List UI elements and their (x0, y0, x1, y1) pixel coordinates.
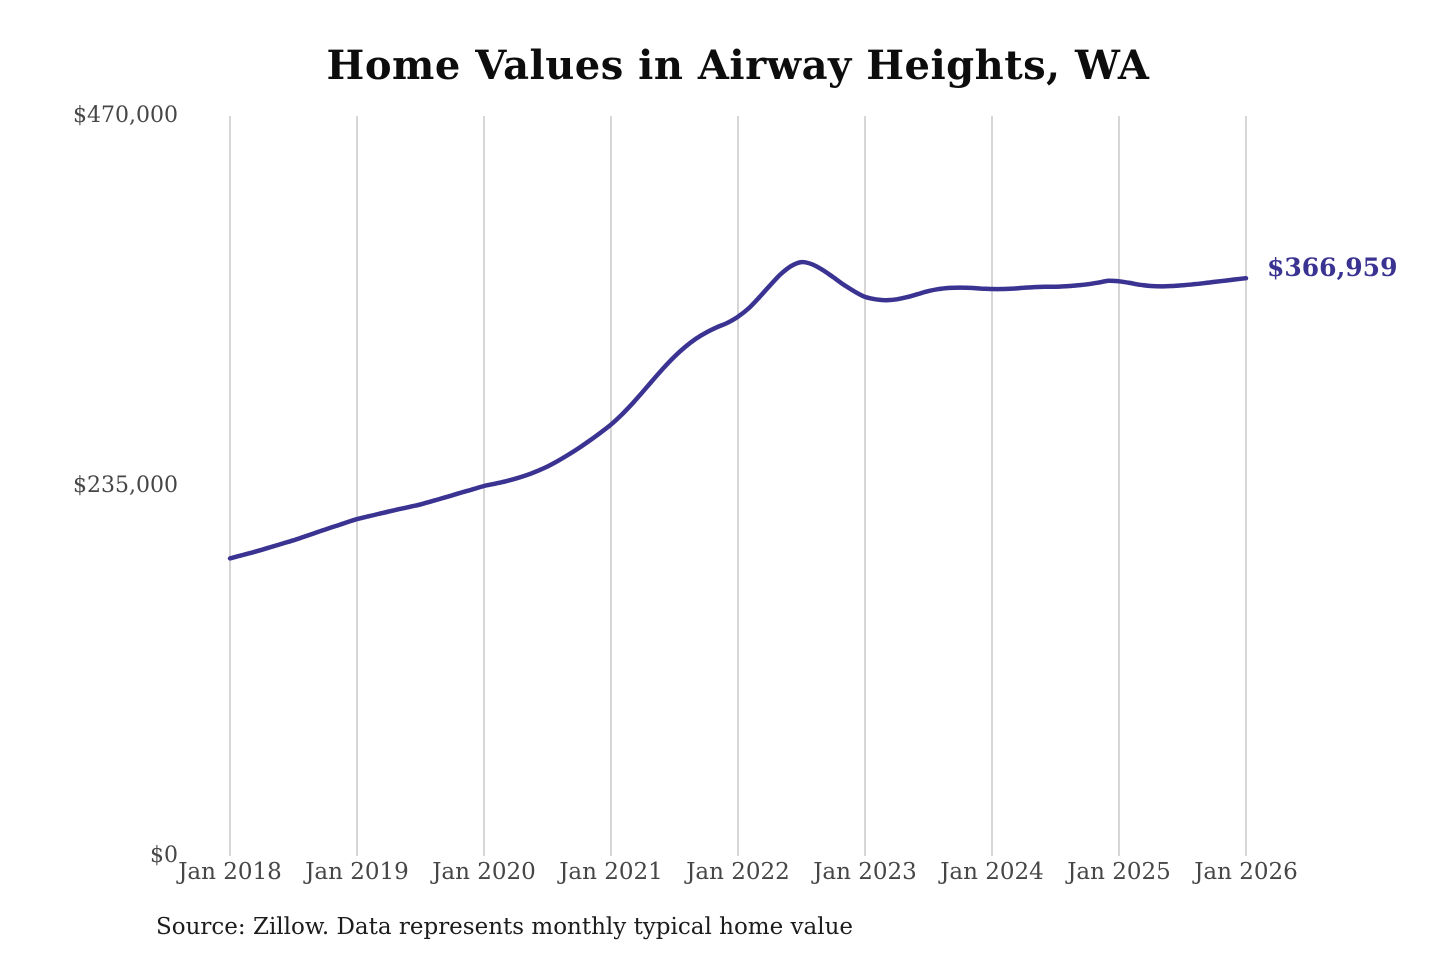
x-tick-label: Jan 2024 (940, 859, 1044, 885)
home-value-line (227, 259, 1249, 561)
x-tick-label: Jan 2020 (432, 859, 536, 885)
x-tick-label: Jan 2021 (559, 859, 663, 885)
latest-value-label: $366,959 (1267, 253, 1398, 283)
y-tick-label: $470,000 (73, 103, 178, 128)
source-note: Source: Zillow. Data represents monthly … (156, 914, 854, 940)
x-tick-label: Jan 2026 (1194, 859, 1298, 885)
x-tick-label: Jan 2018 (178, 859, 282, 885)
x-tick-label: Jan 2022 (686, 859, 790, 885)
y-tick-label: $0 (150, 843, 178, 868)
x-tick-label: Jan 2023 (813, 859, 917, 885)
y-tick-label: $235,000 (73, 473, 178, 498)
chart-title: Home Values in Airway Heights, WA (326, 42, 1150, 89)
x-tick-label: Jan 2019 (305, 859, 409, 885)
x-tick-label: Jan 2025 (1067, 859, 1171, 885)
